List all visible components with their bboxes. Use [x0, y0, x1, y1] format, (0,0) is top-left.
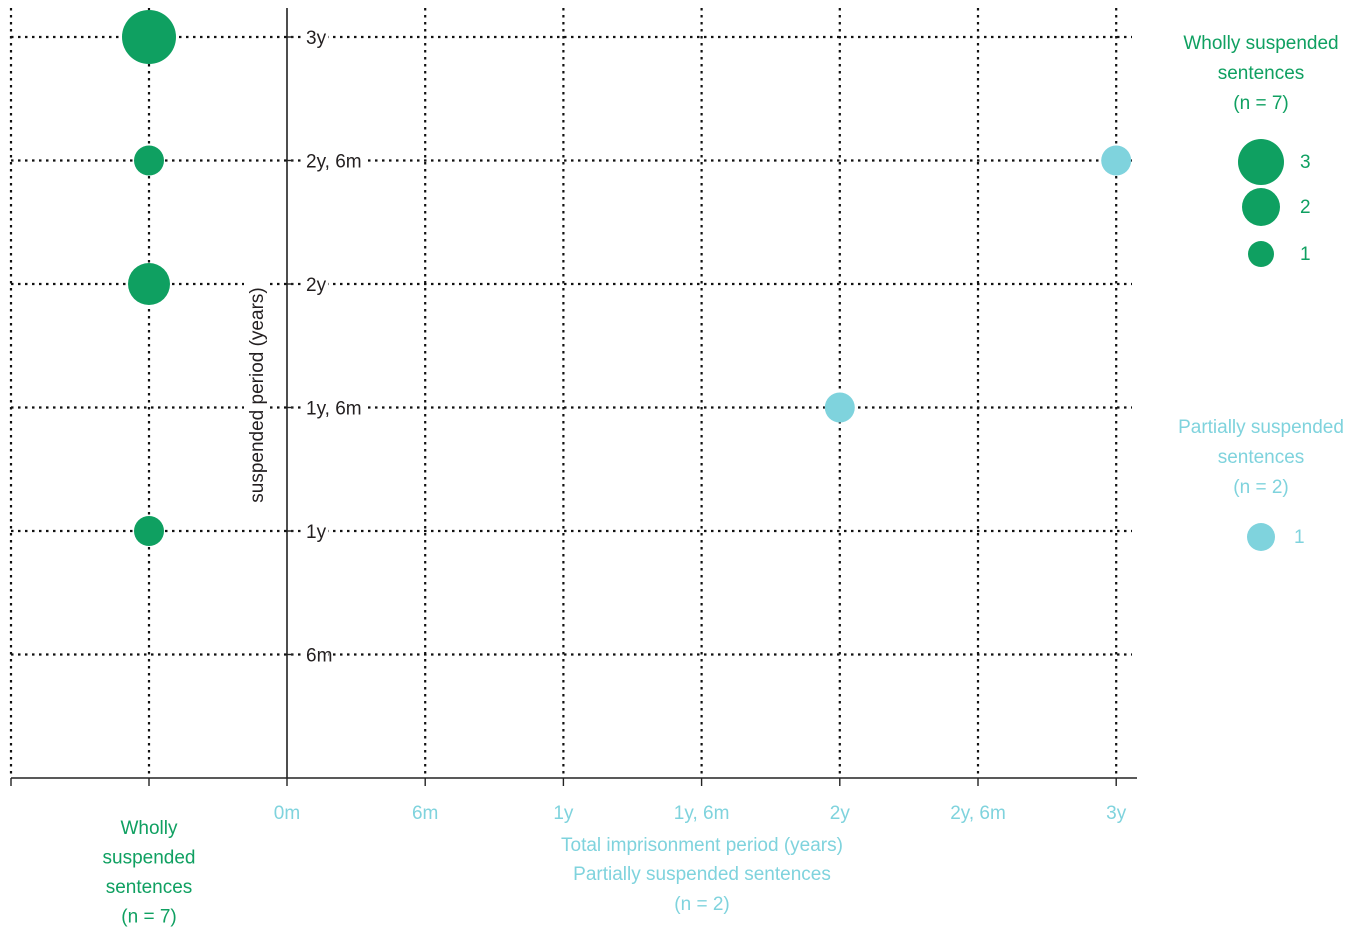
wholly-column-label: (n = 7)	[121, 907, 176, 928]
legend-partially-title: Partially suspended	[1178, 417, 1344, 438]
x-tick-label: 0m	[274, 803, 300, 824]
y-tick-label: 2y, 6m	[306, 152, 362, 173]
legend-wholly-bubble	[1242, 188, 1280, 226]
y-tick-label: 1y	[306, 522, 327, 543]
grid-lines	[9, 8, 1132, 778]
y-tick-label: 6m	[306, 646, 332, 667]
partially-axis-label: Partially suspended sentences	[573, 864, 831, 885]
y-tick-label-bg	[302, 643, 328, 666]
partially-suspended-bubble	[824, 392, 855, 423]
wholly-column-label: sentences	[106, 877, 193, 898]
axes	[10, 8, 1137, 786]
y-tick-label: 2y	[306, 275, 327, 296]
y-tick-label-bg	[302, 396, 368, 419]
y-tick-label: 1y, 6m	[306, 399, 362, 420]
legend-wholly-title: sentences	[1218, 63, 1305, 84]
partially-suspended-bubble	[1101, 145, 1132, 176]
x-tick-label: 1y	[553, 803, 574, 824]
x-tick-label: 6m	[412, 803, 438, 824]
partially-axis-label: (n = 2)	[674, 894, 729, 915]
y-axis-label-bg	[244, 268, 268, 522]
legend-wholly-title: (n = 7)	[1233, 93, 1288, 114]
x-tick-label: 1y, 6m	[674, 803, 730, 824]
legend-partially-count: 1	[1294, 527, 1305, 548]
wholly-column-label: suspended	[103, 848, 196, 869]
x-tick-label: 3y	[1106, 803, 1127, 824]
x-tick-label: 2y	[830, 803, 851, 824]
y-tick-label-bg	[302, 149, 368, 172]
y-tick-label-bg	[302, 273, 328, 295]
tick-labels: 6m 1y 1y, 6m 2y 2y, 6m 3y 0m 6m 1y 1y, 6m 2y 2y, 6m…	[274, 26, 1127, 824]
legend-wholly-title: Wholly suspended	[1183, 33, 1338, 54]
legend-partially-bubble	[1247, 523, 1275, 551]
legend-wholly-count: 1	[1300, 244, 1311, 265]
legend-partially-title: (n = 2)	[1233, 477, 1288, 498]
wholly-suspended-bubble	[134, 145, 164, 176]
y-tick-label-bg	[302, 520, 328, 542]
legend-wholly-bubble	[1248, 241, 1274, 267]
legend: Wholly suspended sentences (n = 7) 3 2 1 Parti…	[1178, 33, 1344, 551]
legend-wholly-bubble	[1238, 139, 1284, 185]
wholly-suspended-bubble	[122, 10, 176, 64]
bubbles	[122, 10, 1132, 546]
y-tick-label-bg	[302, 26, 328, 48]
wholly-suspended-bubble	[134, 516, 164, 546]
y-tick-label: 3y	[306, 28, 327, 49]
axis-labels: suspended period (years) Wholly suspended s…	[103, 268, 843, 928]
wholly-suspended-bubble	[128, 263, 170, 305]
x-tick-label: 2y, 6m	[950, 803, 1006, 824]
legend-partially-title: sentences	[1218, 447, 1305, 468]
legend-wholly-count: 2	[1300, 197, 1311, 218]
legend-wholly-count: 3	[1300, 152, 1311, 173]
y-axis-label: suspended period (years)	[247, 287, 268, 502]
x-axis-label: Total imprisonment period (years)	[561, 835, 843, 856]
wholly-column-label: Wholly	[120, 818, 178, 839]
